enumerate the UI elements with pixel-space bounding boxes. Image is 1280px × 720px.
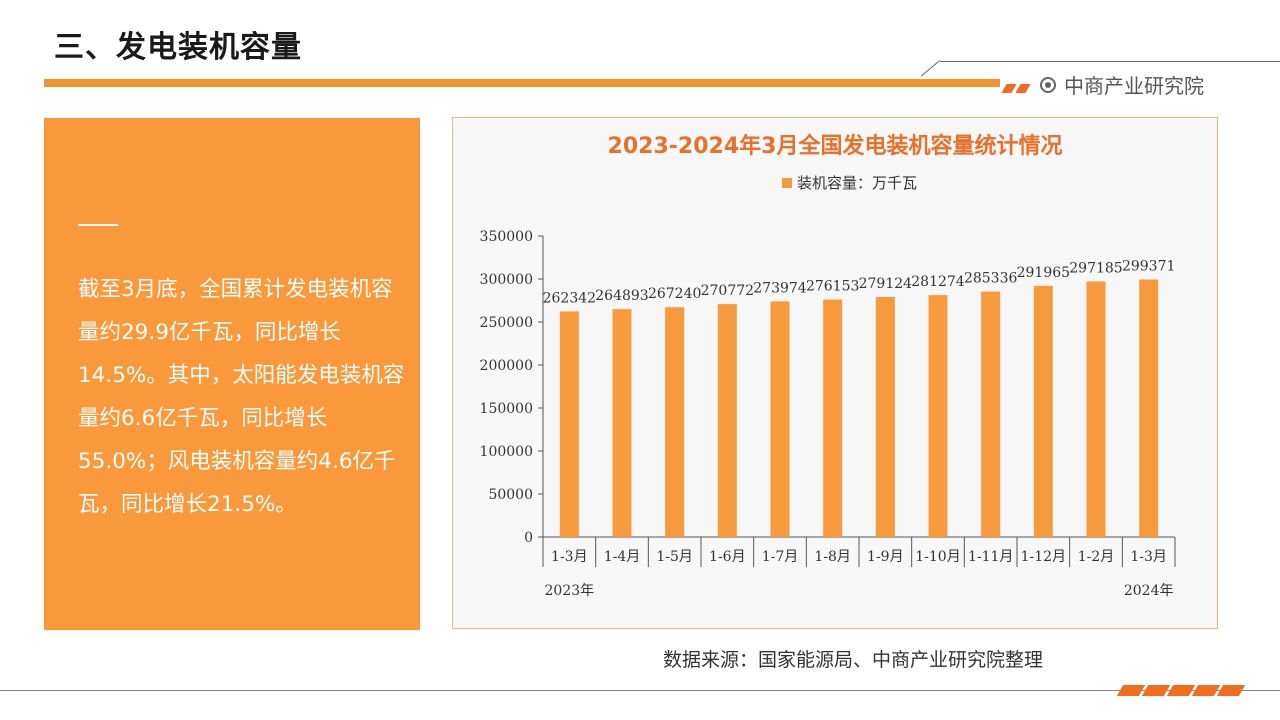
x-tick-label: 1-10月 [915, 549, 960, 565]
x-tick-label: 1-11月 [968, 549, 1013, 565]
data-label: 299371 [1122, 259, 1175, 275]
x-tick-label: 1-6月 [709, 549, 746, 565]
y-tick-label: 250000 [480, 315, 533, 331]
x-tick-label: 1-5月 [656, 549, 693, 565]
bar [612, 309, 632, 537]
bar [1139, 279, 1159, 537]
brand-name: 中商产业研究院 [1064, 74, 1204, 98]
y-tick-label: 100000 [480, 444, 533, 460]
data-label: 281274 [911, 274, 965, 290]
bar [717, 304, 737, 537]
data-label: 285336 [964, 271, 1018, 287]
data-label: 267240 [648, 286, 701, 302]
legend-swatch [782, 178, 792, 188]
header-line-slash [920, 60, 940, 77]
y-tick-label: 300000 [480, 272, 533, 288]
x-tick-label: 1-3月 [1130, 549, 1167, 565]
bar [1086, 281, 1106, 537]
header-stripes-decoration [1001, 78, 1032, 97]
summary-text: 截至3月底，全国累计发电装机容量约29.9亿千瓦，同比增长14.5%。其中，太阳… [78, 277, 405, 517]
x-tick-label: 1-7月 [762, 549, 799, 565]
x-tick-label: 1-4月 [604, 549, 641, 565]
legend-label: 装机容量：万千瓦 [797, 174, 917, 192]
page-title: 三、发电装机容量 [54, 30, 302, 65]
y-tick-label: 350000 [480, 229, 533, 245]
data-label: 297185 [1069, 260, 1122, 276]
data-source: 数据来源：国家能源局、中商产业研究院整理 [663, 649, 1044, 671]
bar [1033, 285, 1053, 537]
header-line [940, 61, 1280, 62]
bar [665, 307, 685, 537]
y-tick-label: 50000 [488, 487, 533, 503]
y-tick-label: 150000 [480, 401, 533, 417]
bar [875, 296, 895, 537]
data-label: 273974 [753, 280, 807, 296]
data-label: 279124 [859, 276, 913, 292]
bar [559, 311, 579, 537]
brand-logo-icon [1040, 76, 1056, 93]
chart-frame: 2023-2024年3月全国发电装机容量统计情况装机容量：万千瓦 0 50000 10… [452, 117, 1218, 629]
summary-panel: 截至3月底，全国累计发电装机容量约29.9亿千瓦，同比增长14.5%。其中，太阳… [44, 118, 420, 630]
year-label-end: 2024年 [1124, 583, 1174, 599]
panel-divider [78, 224, 118, 226]
year-label-start: 2023年 [545, 583, 595, 599]
bar [770, 301, 790, 537]
bar [823, 299, 843, 537]
data-label: 262342 [543, 290, 596, 306]
x-tick-label: 1-2月 [1078, 549, 1115, 565]
data-label: 270772 [701, 283, 754, 299]
bar [981, 291, 1001, 537]
x-tick-label: 1-9月 [867, 549, 904, 565]
x-tick-label: 1-12月 [1021, 549, 1066, 565]
footer-stripes-decoration [1116, 681, 1246, 700]
data-label: 291965 [1017, 265, 1070, 281]
bar [928, 295, 948, 537]
data-label: 276153 [806, 279, 859, 295]
x-tick-label: 1-3月 [551, 549, 588, 565]
y-tick-label: 200000 [480, 358, 533, 374]
chart-title: 2023-2024年3月全国发电装机容量统计情况 [608, 133, 1063, 159]
brand-label: 中商产业研究院 [1040, 70, 1204, 99]
footer-line [0, 690, 1280, 691]
x-tick-label: 1-8月 [814, 549, 851, 565]
title-underline-bar [44, 79, 1000, 87]
y-tick-label: 0 [524, 530, 533, 546]
data-label: 264893 [595, 288, 648, 304]
